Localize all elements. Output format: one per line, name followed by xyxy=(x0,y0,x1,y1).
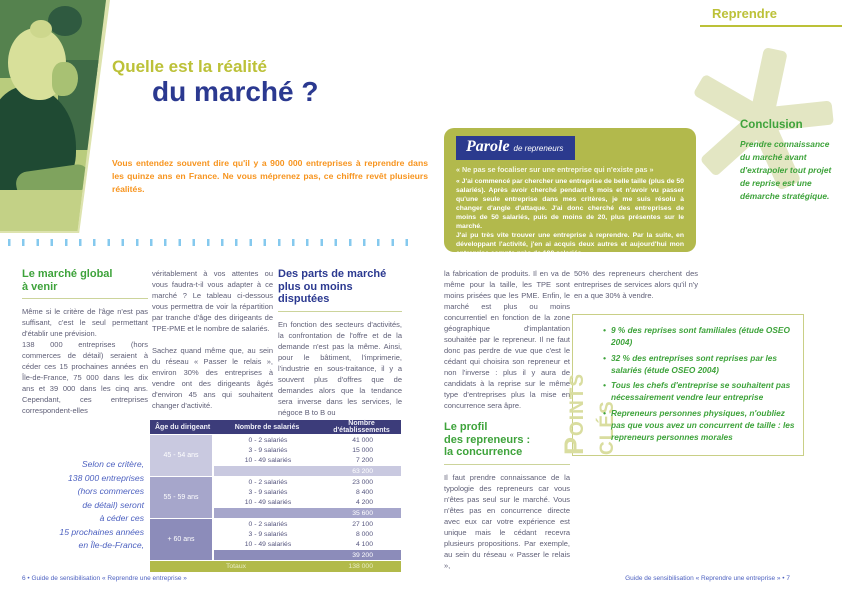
age-range-cell: 45 - 54 ans xyxy=(150,435,212,476)
body-text: En fonction des secteurs d'activités, la… xyxy=(278,319,402,417)
age-range-cell: + 60 ans xyxy=(150,519,212,560)
section-header-reprendre: Reprendre xyxy=(700,6,842,27)
cell-value: 4 200 xyxy=(355,498,373,506)
cell-value: 8 000 xyxy=(355,530,373,538)
photo-second-person xyxy=(48,6,82,36)
total-value: 138 000 xyxy=(348,563,373,570)
table-row: 10 - 49 salariés 4 200 xyxy=(214,497,401,507)
cell-salaries: 10 - 49 salariés xyxy=(244,540,292,548)
body-text: Sachez quand même que, au sein du réseau… xyxy=(152,346,273,410)
points-cles-item: Repreneurs personnes physiques, n'oublie… xyxy=(603,407,799,444)
table-row: 10 - 49 salariés 7 200 xyxy=(214,455,401,465)
body-text: Il faut prendre connaissance de la typol… xyxy=(444,472,570,570)
table-row: 0 - 2 salariés 23 000 xyxy=(214,477,401,487)
left-column-3: Des parts de marché plus ou moins disput… xyxy=(278,268,402,418)
body-text: 138 000 entreprises (hors commerces de d… xyxy=(22,340,148,415)
right-column-1: la fabrication de produits. Il en va de … xyxy=(444,268,570,571)
body-text: la fabrication de produits. Il en va de … xyxy=(444,269,570,410)
table-header-etablissements: Nombre d'établissements xyxy=(333,420,390,434)
cell-salaries: 3 - 9 salariés xyxy=(248,446,288,454)
cell-salaries: 10 - 49 salariés xyxy=(244,498,292,506)
pull-quote: Selon ce critère, 138 000 entreprises (h… xyxy=(59,459,144,550)
page-title-line2: du marché ? xyxy=(152,76,319,107)
parole-label-sub: de repreneurs xyxy=(513,144,564,153)
points-cles-list: 9 % des reprises sont familiales (étude … xyxy=(603,324,799,447)
subtotal-row: 35 600 xyxy=(214,508,401,518)
table-row: 3 - 9 salariés 15 000 xyxy=(214,445,401,455)
body-text: 50% des repreneurs cherchent des entrepr… xyxy=(574,269,698,300)
points-cles-box: Points clés 9 % des reprises sont famili… xyxy=(559,314,804,456)
cell-value: 41 000 xyxy=(352,436,373,444)
table-group-45-54: 45 - 54 ans 0 - 2 salariés 41 000 3 - 9 s… xyxy=(150,435,401,476)
cell-salaries: 0 - 2 salariés xyxy=(248,520,288,528)
cell-value: 27 100 xyxy=(352,520,373,528)
cell-value: 8 400 xyxy=(355,488,373,496)
points-cles-item: 9 % des reprises sont familiales (étude … xyxy=(603,324,799,349)
table-header-salaries: Nombre de salariés xyxy=(234,423,300,431)
left-column-2: véritablement à vos attentes ou vous fau… xyxy=(152,268,273,411)
cell-value: 23 000 xyxy=(352,478,373,486)
age-range-cell: 55 - 59 ans xyxy=(150,477,212,518)
table-header-age: Âge du dirigeant xyxy=(155,423,211,431)
cell-salaries: 10 - 49 salariés xyxy=(244,456,292,464)
heading-marche-global: Le marché global à venir xyxy=(22,268,148,299)
table-group-60-plus: + 60 ans 0 - 2 salariés 27 100 3 - 9 sala… xyxy=(150,519,401,560)
cell-salaries: 3 - 9 salariés xyxy=(248,488,288,496)
parole-quote-body: « J'ai commencé par chercher une entrepr… xyxy=(456,178,684,230)
table-row: 3 - 9 salariés 8 400 xyxy=(214,487,401,497)
dotted-separator xyxy=(8,239,418,246)
table-row: 3 - 9 salariés 8 000 xyxy=(214,529,401,539)
parole-quote-title: « Ne pas se focaliser sur une entreprise… xyxy=(456,165,654,174)
parole-label: Parole de repreneurs xyxy=(456,136,576,160)
table-row: 0 - 2 salariés 27 100 xyxy=(214,519,401,529)
cell-salaries: 0 - 2 salariés xyxy=(248,478,288,486)
page-title-line1: Quelle est la réalité xyxy=(112,57,267,76)
right-page-footer: Guide de sensibilisation « Reprendre une… xyxy=(625,575,790,582)
points-cles-item: 32 % des entreprises sont reprises par l… xyxy=(603,352,799,377)
dirigeants-table: Âge du dirigeant Nombre de salariés Nomb… xyxy=(150,420,401,572)
left-page-footer: 6 • Guide de sensibilisation « Reprendre… xyxy=(22,575,187,582)
body-text: véritablement à vos attentes ou vous fau… xyxy=(152,269,273,333)
table-row: 10 - 49 salariés 4 100 xyxy=(214,539,401,549)
intro-paragraph: Vous entendez souvent dire qu'il y a 900… xyxy=(112,158,428,194)
right-column-2: 50% des repreneurs cherchent des entrepr… xyxy=(574,268,698,301)
subtotal-row: 39 200 xyxy=(214,550,401,560)
points-cles-item: Tous les chefs d'entreprise se souhaiten… xyxy=(603,379,799,404)
total-label: Totaux xyxy=(225,563,247,570)
left-column-1: Le marché global à venir Même si le crit… xyxy=(22,268,148,416)
heading-parts-de-marche: Des parts de marché plus ou moins disput… xyxy=(278,268,402,312)
conclusion-body: Prendre connaissance du marché avant d'e… xyxy=(740,139,832,201)
photo-hair-bun xyxy=(30,20,52,38)
table-row: 0 - 2 salariés 41 000 xyxy=(214,435,401,445)
subtotal-row: 63 200 xyxy=(214,466,401,476)
cell-salaries: 0 - 2 salariés xyxy=(248,436,288,444)
parole-quote-body: J'ai pu très vite trouver une entreprise… xyxy=(456,232,684,252)
conclusion-heading: Conclusion xyxy=(740,119,803,131)
woman-at-desk-photo xyxy=(0,0,106,231)
heading-profil-repreneurs: Le profil des repreneurs : la concurrenc… xyxy=(444,421,570,465)
parole-label-main: Parole xyxy=(466,138,510,155)
cell-salaries: 3 - 9 salariés xyxy=(248,530,288,538)
parole-de-repreneurs-box: Parole de repreneurs « Ne pas se focalise… xyxy=(444,128,696,252)
cell-value: 7 200 xyxy=(355,456,373,464)
table-total-row: Totaux 138 000 xyxy=(150,561,401,572)
table-header-row: Âge du dirigeant Nombre de salariés Nomb… xyxy=(150,420,401,434)
photo-woman-face xyxy=(52,62,78,96)
body-text: Même si le critère de l'âge n'est pas su… xyxy=(22,307,148,338)
cell-value: 15 000 xyxy=(352,446,373,454)
cell-value: 4 100 xyxy=(355,540,373,548)
photo-desk xyxy=(0,190,106,231)
table-group-55-59: 55 - 59 ans 0 - 2 salariés 23 000 3 - 9 s… xyxy=(150,477,401,518)
